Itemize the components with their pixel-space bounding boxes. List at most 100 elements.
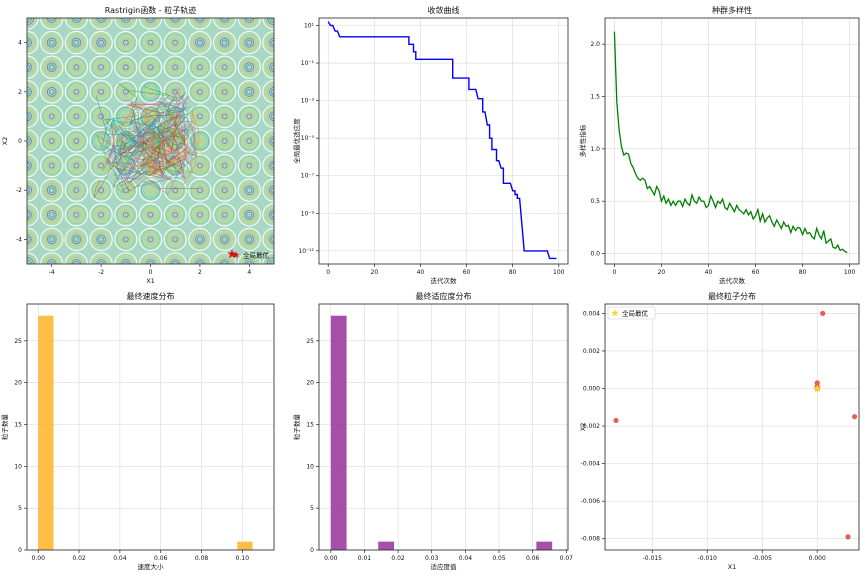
contour-line <box>244 111 255 122</box>
contour-line <box>116 254 136 264</box>
contour-line <box>240 254 259 264</box>
y-tick-label: 0.0 <box>590 251 600 258</box>
y-tick-label: 5 <box>18 505 22 512</box>
contour-line <box>69 60 84 75</box>
contour-line <box>165 33 185 52</box>
contour-line <box>163 203 187 227</box>
contour-line <box>98 18 104 21</box>
contour-line <box>44 18 59 26</box>
contour-line <box>221 18 228 21</box>
contour-line <box>138 227 163 252</box>
contour-line <box>27 133 35 149</box>
contour-line <box>69 232 84 247</box>
contour-line <box>48 18 55 21</box>
contour-line <box>192 232 207 247</box>
y-tick-label: 10⁻¹¹ <box>298 248 314 255</box>
contour-line <box>237 18 261 30</box>
contour-line <box>242 84 257 99</box>
contour-line <box>143 18 158 26</box>
contour-line <box>73 162 80 169</box>
contour-line <box>141 33 160 52</box>
particle-trajectory <box>103 114 196 195</box>
contour-line <box>221 39 228 46</box>
contour-line <box>215 254 234 264</box>
contour-line <box>121 62 131 72</box>
contour-line <box>94 18 109 26</box>
contour-line <box>168 18 183 26</box>
contour-line <box>215 180 234 200</box>
contour-line <box>27 232 35 247</box>
contour-line <box>94 207 109 222</box>
contour-line <box>217 18 232 26</box>
contour-line <box>89 18 113 30</box>
contour-line <box>27 84 35 99</box>
contour-line <box>42 33 61 52</box>
contour-line <box>71 111 82 122</box>
contour-line <box>262 129 274 153</box>
contour-line <box>242 232 257 247</box>
contour-line <box>73 88 80 95</box>
contour-line <box>237 55 261 79</box>
contour-line <box>91 205 111 225</box>
contour-line <box>44 207 59 222</box>
contour-line <box>27 57 37 77</box>
contour-line <box>44 183 59 198</box>
panel-final-particle-distribution: 全局最优 -0.015 -0.010 -0.005 0.000 -0.008 -0.006 -… <box>579 291 860 571</box>
contour-line <box>89 227 113 252</box>
contour-line <box>192 35 207 50</box>
contour-line <box>89 104 113 129</box>
contour-line <box>219 210 230 220</box>
contour-line <box>195 18 205 23</box>
contour-line <box>264 33 274 52</box>
contour-line <box>145 62 156 72</box>
contour-line <box>67 131 86 151</box>
contour-line <box>212 18 237 30</box>
contour-line <box>262 227 274 252</box>
y-axis-label: 多样性指标 <box>578 124 587 157</box>
x-tick-label: 0.10 <box>236 555 250 562</box>
y-axis-label: 全局最优适应度 <box>292 118 301 164</box>
histogram-bar <box>378 541 395 550</box>
contour-line <box>217 232 232 247</box>
x-tick-label: 0.03 <box>425 555 439 562</box>
y-tick-label: 0.000 <box>583 386 600 393</box>
contour-line <box>165 230 185 249</box>
contour-line <box>67 82 86 102</box>
legend-box <box>607 306 656 320</box>
y-tick-label: 0 <box>310 547 314 554</box>
contour-line <box>46 87 57 97</box>
x-tick-label: 100 <box>844 269 856 276</box>
contour-line <box>121 18 131 23</box>
histogram-bar <box>330 315 347 550</box>
contour-line <box>27 158 35 173</box>
contour-line <box>114 30 138 55</box>
contour-line <box>190 107 210 126</box>
contour-line <box>262 153 274 178</box>
contour-line <box>168 35 183 50</box>
chart-title: 最终适应度分布 <box>416 291 472 301</box>
x-axis-label: 适应度值 <box>431 562 458 571</box>
contour-line <box>121 37 131 48</box>
particle-point <box>852 414 858 420</box>
contour-line <box>98 64 104 71</box>
contour-line <box>67 156 86 175</box>
contour-line <box>168 60 183 75</box>
contour-line <box>44 109 59 124</box>
contour-line <box>96 62 106 72</box>
contour-line <box>170 37 180 48</box>
y-axis-label: 粒子数量 <box>0 414 9 441</box>
contour-line <box>190 180 210 200</box>
x-tick-label: 80 <box>509 269 517 276</box>
contour-line <box>116 57 136 77</box>
contour-line <box>264 205 274 225</box>
y-tick-label: 0 <box>18 547 22 554</box>
contour-line <box>219 234 230 245</box>
contour-line <box>116 82 136 102</box>
particle-trajectory <box>109 113 198 188</box>
contour-line <box>244 210 255 220</box>
x-tick-label: 0.04 <box>113 555 127 562</box>
contour-line <box>197 88 203 95</box>
x-tick-label: -0.015 <box>643 555 663 562</box>
